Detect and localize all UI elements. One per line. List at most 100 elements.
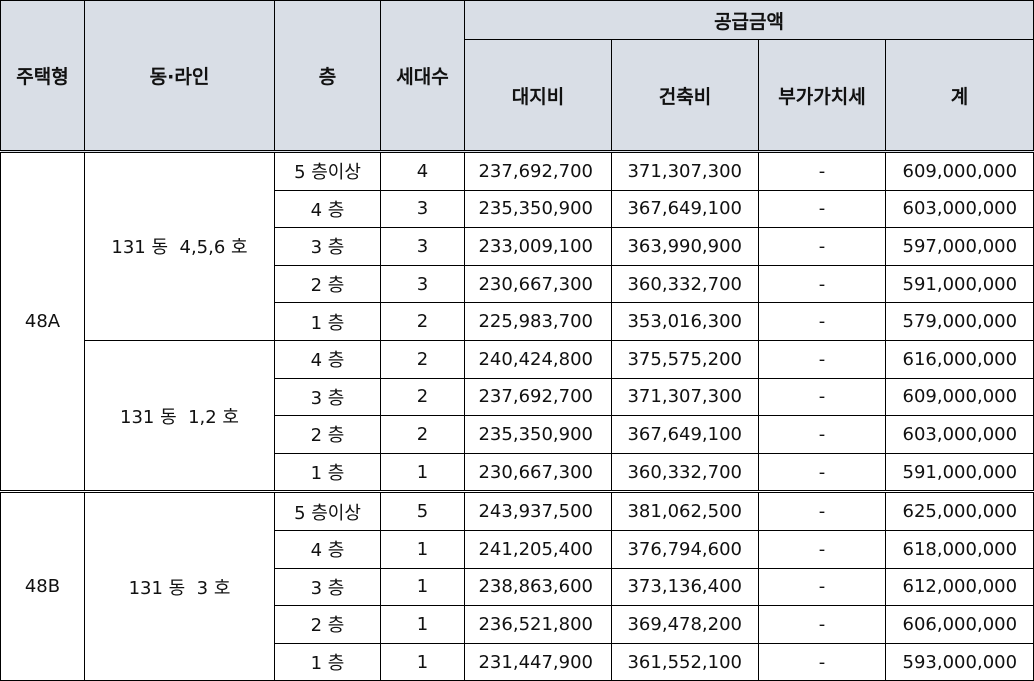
land-cost-cell: 236,521,800 [464, 605, 612, 644]
floor-cell: 3 층 [274, 377, 381, 417]
type-cell: 48B [0, 490, 85, 681]
floor-cell: 4 층 [274, 339, 381, 379]
floor-cell: 3 층 [274, 227, 381, 266]
floor-cell: 2 층 [274, 605, 381, 644]
table-row: 1 층 1 230,667,300 360,332,700-591,000,000 [1, 452, 1034, 493]
floor-cell: 1 층 [274, 452, 381, 493]
building-cost-cell: 376,794,600 [611, 529, 759, 569]
dong-line-cell: 131 동 3 호 [84, 490, 275, 681]
land-cost-cell: 235,350,900 [464, 189, 612, 229]
land-cost-cell: 238,863,600 [464, 567, 612, 607]
table-row: 4 층 1 241,205,400 376,794,600-618,000,000 [1, 529, 1034, 569]
building-cost-cell: 367,649,100 [611, 189, 759, 229]
table-row: 2 층 2 235,350,900 367,649,100-603,000,000 [1, 415, 1034, 454]
header-dong-line: 동·라인 [84, 0, 275, 152]
total-cell: 603,000,000 [884, 415, 1034, 454]
land-cost-cell: 237,692,700 [464, 150, 612, 191]
table-row: 1 층 2 225,983,700 353,016,300-579,000,000 [1, 302, 1034, 341]
land-cost-cell: 235,350,900 [464, 415, 612, 454]
land-cost-cell: 243,937,500 [464, 490, 612, 531]
dong-line-cell: 131 동 4,5,6 호 [84, 150, 275, 341]
total-cell: 609,000,000 [884, 150, 1034, 191]
header-type: 주택형 [0, 0, 85, 152]
households-cell: 1 [380, 452, 465, 493]
vat-cell: - [758, 339, 886, 379]
vat-cell: - [758, 227, 886, 266]
vat-cell: - [758, 642, 886, 681]
households-cell: 1 [380, 605, 465, 644]
vat-cell: - [758, 377, 886, 417]
building-cost-cell: 367,649,100 [611, 415, 759, 454]
households-cell: 3 [380, 189, 465, 229]
building-cost-cell: 375,575,200 [611, 339, 759, 379]
header-building: 건축비 [611, 39, 759, 152]
households-cell: 4 [380, 150, 465, 191]
total-cell: 625,000,000 [884, 490, 1034, 531]
land-cost-cell: 225,983,700 [464, 302, 612, 341]
land-cost-cell: 233,009,100 [464, 227, 612, 266]
land-cost-cell: 240,424,800 [464, 339, 612, 379]
total-cell: 606,000,000 [884, 605, 1034, 644]
households-cell: 5 [380, 490, 465, 531]
building-cost-cell: 369,478,200 [611, 605, 759, 644]
households-cell: 2 [380, 339, 465, 379]
land-cost-cell: 230,667,300 [464, 452, 612, 493]
vat-cell: - [758, 567, 886, 607]
table-row: 3 층 1 238,863,600 373,136,400-612,000,000 [1, 567, 1034, 607]
households-cell: 3 [380, 227, 465, 266]
vat-cell: - [758, 302, 886, 341]
land-cost-cell: 241,205,400 [464, 529, 612, 569]
total-cell: 603,000,000 [884, 189, 1034, 229]
vat-cell: - [758, 529, 886, 569]
floor-cell: 1 층 [274, 642, 381, 681]
total-cell: 609,000,000 [884, 377, 1034, 417]
total-cell: 591,000,000 [884, 452, 1034, 493]
households-cell: 2 [380, 302, 465, 341]
table-row: 2 층 1 236,521,800 369,478,200-606,000,000 [1, 605, 1034, 644]
header-total: 계 [884, 39, 1034, 152]
households-cell: 3 [380, 264, 465, 304]
total-cell: 612,000,000 [884, 567, 1034, 607]
vat-cell: - [758, 189, 886, 229]
vat-cell: - [758, 264, 886, 304]
floor-cell: 2 층 [274, 415, 381, 454]
building-cost-cell: 373,136,400 [611, 567, 759, 607]
vat-cell: - [758, 452, 886, 493]
total-cell: 618,000,000 [884, 529, 1034, 569]
table-row: 4 층 3 235,350,900 367,649,100-603,000,000 [1, 189, 1034, 229]
header-vat: 부가가치세 [758, 39, 886, 152]
header-land: 대지비 [464, 39, 612, 152]
type-cell: 48A [0, 149, 85, 493]
floor-cell: 1 층 [274, 302, 381, 341]
header-households: 세대수 [380, 0, 465, 152]
floor-cell: 3 층 [274, 567, 381, 607]
total-cell: 616,000,000 [884, 339, 1034, 379]
building-cost-cell: 353,016,300 [611, 302, 759, 341]
dong-line-cell: 131 동 1,2 호 [84, 339, 275, 493]
households-cell: 1 [380, 529, 465, 569]
building-cost-cell: 371,307,300 [611, 150, 759, 191]
building-cost-cell: 361,552,100 [611, 642, 759, 681]
households-cell: 2 [380, 415, 465, 454]
header-supply-price: 공급금액 [463, 0, 1034, 40]
vat-cell: - [758, 490, 886, 531]
floor-cell: 5 층이상 [274, 150, 381, 191]
total-cell: 597,000,000 [884, 227, 1034, 266]
land-cost-cell: 231,447,900 [464, 642, 612, 681]
building-cost-cell: 371,307,300 [611, 377, 759, 417]
table-row: 1 층 1 231,447,900 361,552,100-593,000,000 [1, 642, 1034, 681]
households-cell: 2 [380, 377, 465, 417]
building-cost-cell: 360,332,700 [611, 452, 759, 493]
floor-cell: 2 층 [274, 264, 381, 304]
total-cell: 579,000,000 [884, 302, 1034, 341]
total-cell: 593,000,000 [884, 642, 1034, 681]
building-cost-cell: 360,332,700 [611, 264, 759, 304]
vat-cell: - [758, 150, 886, 191]
floor-cell: 4 층 [274, 189, 381, 229]
vat-cell: - [758, 415, 886, 454]
